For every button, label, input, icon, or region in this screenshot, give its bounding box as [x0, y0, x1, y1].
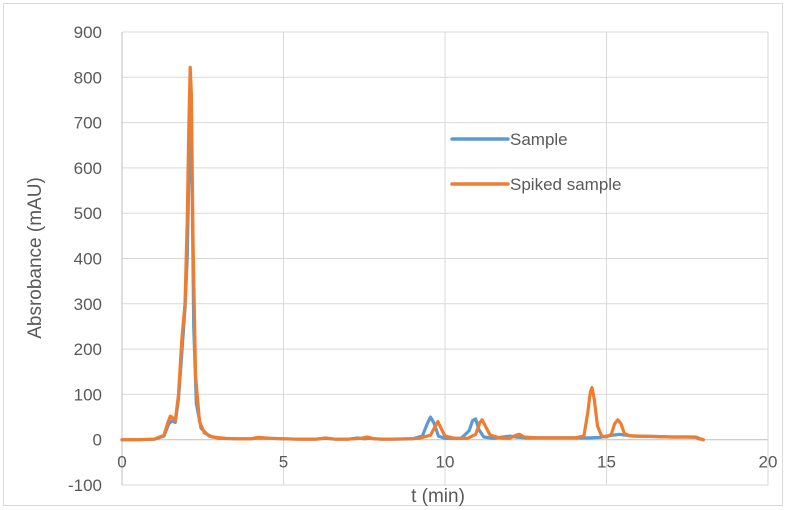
legend-label: Spiked sample: [510, 175, 622, 194]
x-tick-label: 5: [279, 453, 288, 472]
legend: Sample Spiked sample: [450, 130, 622, 194]
y-tick-label: 400: [74, 250, 102, 269]
y-tick-label: 600: [74, 159, 102, 178]
x-axis-title: t (min): [411, 486, 465, 507]
y-tick-label: 700: [74, 114, 102, 133]
y-tick-label: 900: [74, 23, 102, 42]
tick-labels: -100 0 100 200 300 400 500 600 700 800 900 0 5 10 15 20: [68, 23, 777, 495]
x-tick-label: 10: [436, 453, 455, 472]
series-layer: [120, 65, 705, 442]
y-axis-title: Absrobance (mAU): [25, 177, 46, 339]
series-line-spiked-sample: [120, 65, 705, 442]
y-tick-label: 200: [74, 340, 102, 359]
x-tick-label: 15: [597, 453, 616, 472]
y-tick-label: 500: [74, 204, 102, 223]
legend-label: Sample: [510, 130, 568, 149]
y-tick-label: 100: [74, 385, 102, 404]
grid: [121, 31, 769, 486]
y-tick-label: -100: [68, 476, 102, 495]
y-tick-label: 800: [74, 68, 102, 87]
chart-frame: [3, 3, 783, 506]
y-tick-label: 0: [93, 431, 102, 450]
x-tick-label: 0: [117, 453, 126, 472]
x-tick-label: 20: [759, 453, 778, 472]
y-tick-label: 300: [74, 295, 102, 314]
